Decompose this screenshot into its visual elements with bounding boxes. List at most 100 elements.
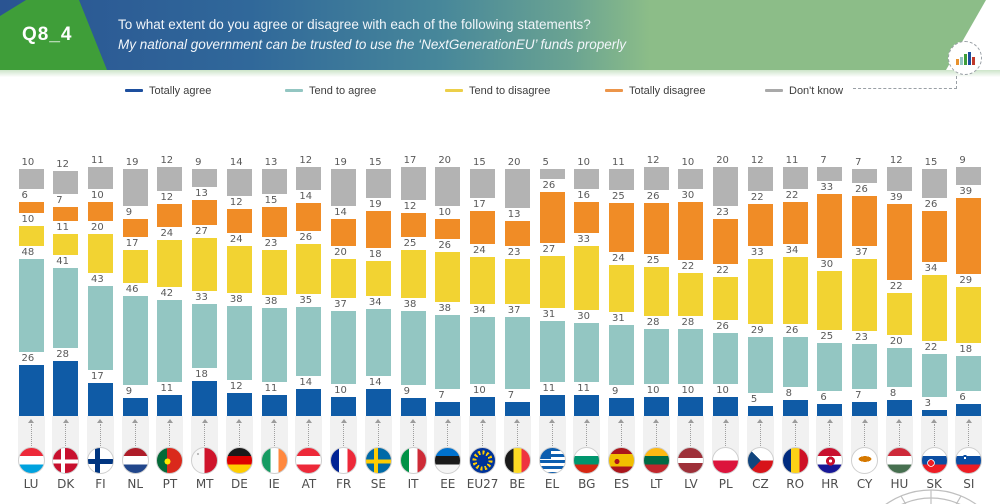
segment-value-label: 6 [959,392,966,404]
dotted-connector [864,424,866,458]
question-line2: My national government can be trusted to… [118,37,627,52]
segment-value-label: 5 [542,157,549,169]
up-arrow-icon [410,419,417,423]
callout-dashed-line-vertical [956,76,957,89]
segment-value-label: 38 [403,299,417,311]
flag-icon-BE [503,447,531,474]
flag-icon-MT [191,447,219,474]
bar-segment [817,342,843,392]
segment-value-label: 5 [750,394,758,406]
segment-value-label: 14 [299,191,313,203]
flag-icon-PT [156,447,184,474]
bar-segment [122,219,148,237]
bar-segment [87,167,113,189]
up-arrow-icon [861,419,868,423]
country-cell-IT: IT [398,416,428,491]
dotted-connector [447,424,449,458]
bar-segment [504,169,530,209]
segment-value-label: 18 [959,344,973,356]
country-code: FI [95,477,106,491]
bar-segment [470,211,496,245]
flag-icon-AT [295,447,323,474]
segment-value-label: 26 [924,199,938,211]
legend-label: Totally agree [149,84,212,97]
bar-segment [921,354,947,398]
country-cell-NL: NL [120,416,150,491]
up-arrow-icon [618,419,625,423]
legend-label: Tend to disagree [469,84,551,97]
up-arrow-icon [62,419,69,423]
country-code: PT [162,477,178,491]
up-arrow-icon [965,419,972,423]
segment-value-label: 26 [646,191,660,203]
segment-value-label: 12 [889,155,903,167]
bar-segment [886,167,912,191]
bar-segment [331,169,357,207]
segment-value-label: 13 [507,209,521,221]
country-code: BE [509,477,526,491]
bar-segment [886,292,912,336]
bar-segment [643,267,669,316]
segment-value-label: 18 [195,368,208,380]
bar-segment [504,221,530,247]
flag-icon-RO [781,447,809,474]
flag-icon-SK [920,447,948,474]
bar-segment [470,396,496,416]
bar-segment [226,392,252,416]
dotted-connector [204,424,206,458]
up-arrow-icon [687,419,694,423]
legend-label: Totally disagree [629,84,706,97]
bar-column-SE: 15 19 18 34 14 [363,156,393,416]
segment-value-label: 9 [125,386,133,398]
dotted-connector [169,424,171,458]
bar-segment [852,195,878,247]
bar-column-BE: 20 13 23 37 7 [502,156,532,416]
bar-segment [539,394,565,416]
bar-segment [122,169,148,207]
bar-segment [504,402,530,416]
bar-segment [574,323,600,382]
bar-segment [643,203,669,255]
segment-value-label: 11 [160,382,174,394]
segment-value-label: 13 [264,157,278,169]
bar-segment [157,239,183,287]
bar-segment [539,255,565,309]
country-code: AT [301,477,317,491]
segment-value-label: 38 [264,295,278,307]
country-code: ES [613,477,630,491]
flag-icon-CY [851,447,879,474]
segment-value-label: 9 [125,207,133,219]
bar-segment [435,402,461,416]
segment-value-label: 7 [507,390,515,402]
segment-value-label: 39 [959,185,973,197]
dotted-connector [516,424,518,458]
bar-segment [296,388,322,416]
country-cell-LU: LU [16,416,46,491]
country-cell-FR: FR [329,416,359,491]
segment-value-label: 24 [473,245,486,257]
up-arrow-icon [271,419,278,423]
segment-value-label: 31 [542,309,556,321]
segment-value-label: 24 [160,227,174,239]
up-arrow-icon [444,419,451,423]
up-arrow-icon [97,419,104,423]
segment-value-label: 9 [195,157,202,169]
segment-value-label: 13 [195,187,208,199]
segment-value-label: 22 [716,264,729,276]
segment-value-label: 10 [646,384,660,396]
dotted-connector [829,424,831,458]
country-code: IE [268,477,280,491]
segment-value-label: 25 [611,191,625,203]
dotted-connector [794,424,796,458]
bar-segment [713,219,739,264]
bar-segment [400,213,426,237]
bar-segment [157,299,183,382]
segment-value-label: 6 [21,189,28,201]
segment-value-label: 12 [403,201,417,213]
dotted-connector [655,424,657,458]
bar-column-NL: 19 9 17 46 9 [120,156,150,416]
country-code: EE [440,477,456,491]
country-cell-EE: EE [433,416,463,491]
flag-icon-IE [260,447,288,474]
